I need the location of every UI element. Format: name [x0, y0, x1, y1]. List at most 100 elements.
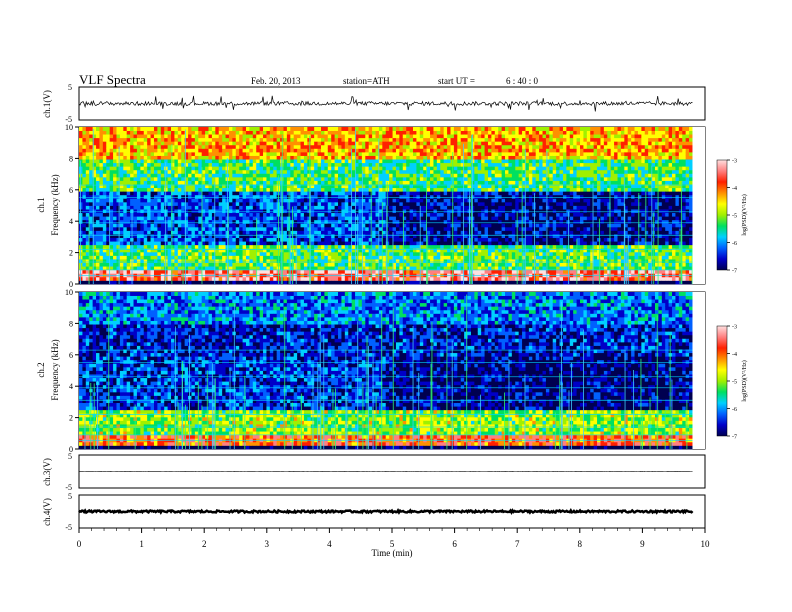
spectrogram-cell: [205, 205, 209, 210]
spectrogram-cell: [130, 191, 134, 196]
spectrogram-cell: [89, 212, 94, 217]
spectrogram-cell: [171, 226, 175, 231]
spectrogram-cell: [85, 176, 90, 181]
spectrogram-cell: [266, 255, 271, 260]
spectrogram-cell: [433, 173, 438, 178]
spectrogram-cell: [191, 169, 196, 174]
spectrogram-cell: [235, 205, 240, 210]
spectrogram-cell: [413, 176, 417, 181]
spectrogram-cell: [113, 237, 117, 242]
spectrogram-cell: [201, 209, 206, 214]
spectrogram-cell: [228, 269, 233, 274]
spectrogram-cell: [89, 173, 94, 178]
spectrogram-cell: [378, 255, 383, 260]
spectrogram-cell: [249, 162, 254, 167]
spectrogram-cell: [413, 226, 417, 231]
spectrogram-cell: [416, 155, 421, 160]
spectrogram-cell: [150, 130, 155, 135]
spectrogram-cell: [133, 159, 138, 164]
spectrogram-cell: [246, 230, 250, 235]
spectrogram-cell: [246, 259, 250, 263]
spectrogram-cell: [96, 151, 100, 156]
spectrogram-cell: [242, 166, 247, 171]
spectrogram-cell: [205, 201, 209, 206]
spectrogram-cell: [143, 191, 148, 196]
spectrogram-cell: [460, 248, 465, 253]
spectrogram-cell: [239, 159, 243, 164]
spectrogram-cell: [82, 244, 87, 249]
spectrogram-cell: [205, 191, 209, 196]
spectrogram-cell: [259, 212, 264, 217]
spectrogram-cell: [198, 212, 203, 217]
spectrogram-cell: [116, 127, 121, 131]
spectrogram-cell: [423, 159, 428, 164]
spectrogram-cell: [130, 180, 134, 185]
spectrogram-cell: [235, 219, 240, 224]
spectrogram-cell: [191, 176, 196, 181]
spectrogram-cell: [392, 148, 397, 153]
spectrogram-cell: [355, 194, 359, 199]
spectrogram-cell: [188, 184, 192, 189]
spectrogram-cell: [368, 212, 373, 217]
spectrogram-cell: [447, 241, 451, 246]
spectrogram-cell: [447, 155, 451, 160]
spectrogram-cell: [215, 198, 220, 203]
spectrogram-cell: [181, 226, 186, 231]
spectrogram-cell: [252, 155, 257, 160]
spectrogram-cell: [102, 244, 107, 249]
spectrogram-cell: [201, 259, 206, 263]
spectrogram-cell: [358, 234, 363, 239]
spectrogram-cell: [368, 141, 373, 146]
spectrogram-cell: [119, 269, 124, 274]
spectrogram-cell: [256, 159, 261, 164]
spectrogram-cell: [188, 144, 192, 149]
spectrogram-cell: [269, 176, 274, 181]
spectrogram-cell: [215, 251, 220, 256]
spectrogram-cell: [147, 130, 151, 135]
spectrogram-cell: [395, 173, 400, 178]
spectrogram-cell: [126, 180, 131, 185]
spectrogram-cell: [239, 127, 243, 131]
spectrogram-cell: [300, 212, 305, 217]
spectrogram-cell: [310, 162, 315, 167]
spectrogram-cell: [447, 262, 451, 267]
spectrogram-cell: [320, 144, 325, 149]
spectrogram-cell: [89, 148, 94, 153]
spectrogram-cell: [157, 237, 162, 242]
spectrogram-cell: [201, 176, 206, 181]
spectrogram-cell: [157, 230, 162, 235]
spectrogram-cell: [402, 223, 407, 228]
spectrogram-cell: [126, 248, 131, 253]
spectrogram-cell: [215, 269, 220, 274]
spectrogram-cell: [116, 169, 121, 174]
spectrogram-cell: [395, 166, 400, 171]
spectrogram-cell: [372, 209, 376, 214]
spectrogram-cell: [92, 219, 97, 224]
spectrogram-cell: [283, 148, 288, 153]
spectrogram-cell: [232, 194, 237, 199]
spectrogram-cell: [358, 269, 363, 274]
spectrogram-cell: [447, 198, 451, 203]
spectrogram-cell: [443, 187, 448, 192]
spectrogram-cell: [409, 155, 414, 160]
spectrogram-cell: [256, 137, 261, 142]
spectrogram-cell: [208, 262, 213, 267]
spectrogram-cell: [106, 148, 111, 153]
spectrogram-cell: [443, 173, 448, 178]
spectrogram-cell: [79, 151, 83, 156]
spectrogram-cell: [85, 219, 90, 224]
spectrogram-cell: [113, 244, 117, 249]
spectrogram-cell: [194, 280, 199, 285]
spectrogram-cell: [222, 280, 226, 285]
spectrogram-cell: [440, 166, 445, 171]
spectrogram-cell: [198, 205, 203, 210]
spectrogram-cell: [211, 234, 216, 239]
spectrogram-cell: [303, 191, 308, 196]
spectrogram-cell: [92, 198, 97, 203]
spectrogram-cell: [341, 280, 346, 285]
spectrogram-cell: [215, 237, 220, 242]
spectrogram-cell: [348, 155, 353, 160]
spectrogram-cell: [102, 194, 107, 199]
spectrogram-cell: [99, 141, 104, 146]
spectrogram-cell: [222, 219, 226, 224]
